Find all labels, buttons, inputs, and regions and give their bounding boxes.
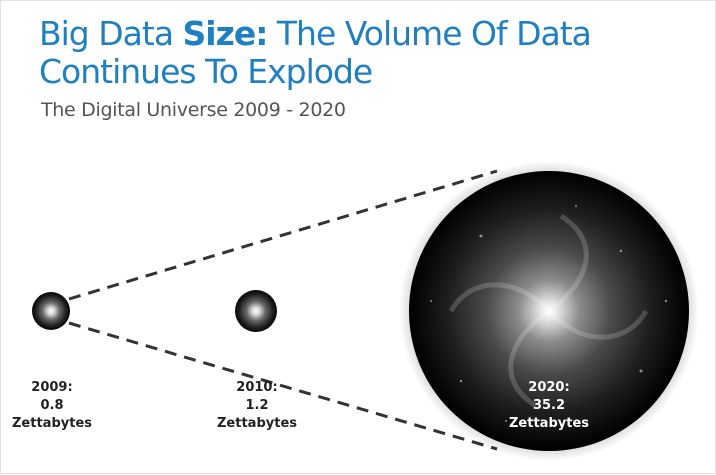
label-2020-value: 35.2 <box>532 398 566 413</box>
label-2009-year: 2009: <box>31 380 73 395</box>
title-part-1: Big Data <box>39 14 183 53</box>
projection-line-top <box>68 169 498 301</box>
label-2010-value: 1.2 <box>245 398 269 413</box>
label-2009-unit: Zettabytes <box>12 416 92 431</box>
small-galaxy-sphere-icon <box>235 290 277 332</box>
label-2010: 2010: 1.2 Zettabytes <box>206 379 308 433</box>
label-2010-year: 2010: <box>236 380 278 395</box>
large-galaxy-sphere-icon <box>399 161 699 461</box>
label-2009-value: 0.8 <box>40 398 64 413</box>
label-2020-year: 2020: <box>528 380 570 395</box>
small-galaxy-sphere-icon <box>32 292 70 330</box>
label-2020-unit: Zettabytes <box>509 416 589 431</box>
slide-title: Big Data Size: The Volume Of Data Contin… <box>39 15 679 91</box>
title-emphasis: Size: <box>182 14 269 53</box>
slide-subtitle: The Digital Universe 2009 - 2020 <box>41 99 346 121</box>
title-part-2: The Volume Of Data Continues To Explode <box>39 14 592 91</box>
label-2009: 2009: 0.8 Zettabytes <box>1 379 103 433</box>
label-2020: 2020: 35.2 Zettabytes <box>498 379 600 433</box>
projection-line-bottom <box>68 321 498 451</box>
label-2010-unit: Zettabytes <box>217 416 297 431</box>
